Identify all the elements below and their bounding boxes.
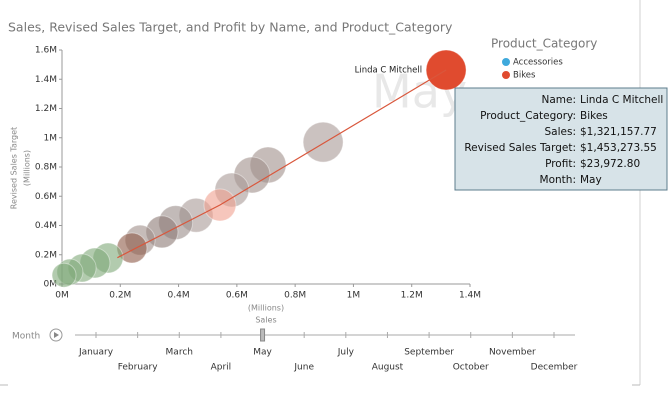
tooltip-label: Revised Sales Target: bbox=[464, 142, 576, 154]
y-axis-unit: (Millions) bbox=[23, 150, 32, 186]
y-tick-label: 1.4M bbox=[35, 75, 57, 85]
x-tick-label: 1.2M bbox=[401, 291, 423, 301]
play-axis: January February March April May June July Augu… bbox=[78, 328, 578, 373]
y-tick-label: 0M bbox=[44, 280, 58, 290]
x-tick-label: 0M bbox=[55, 291, 69, 301]
play-month-label: April bbox=[211, 363, 232, 373]
tooltip-value: $1,453,273.55 bbox=[580, 142, 657, 154]
trail-line bbox=[117, 69, 447, 259]
play-month-label: October bbox=[453, 363, 489, 373]
play-month-label: May bbox=[253, 348, 272, 358]
legend: Accessories Bikes bbox=[502, 58, 563, 81]
play-month-label: September bbox=[404, 348, 454, 358]
legend-title: Product_Category bbox=[491, 37, 597, 51]
tooltip-value: Bikes bbox=[580, 110, 608, 122]
bubble bbox=[302, 121, 344, 163]
point-label: Linda C Mitchell bbox=[355, 66, 422, 76]
tooltip-label: Name: bbox=[541, 94, 576, 106]
play-month-label: January bbox=[78, 348, 114, 358]
tooltip-value: May bbox=[580, 174, 602, 186]
tooltip-label: Month: bbox=[540, 174, 576, 186]
legend-swatch bbox=[502, 71, 510, 79]
legend-swatch bbox=[502, 58, 510, 66]
x-tick-label: 1M bbox=[347, 291, 361, 301]
play-month-label: June bbox=[293, 363, 314, 373]
play-month-label: March bbox=[166, 348, 193, 358]
x-tick-label: 0.8M bbox=[284, 291, 306, 301]
y-axis-title: Revised Sales Target bbox=[10, 127, 19, 209]
tooltip-box bbox=[454, 87, 668, 191]
x-axis-unit: (Millions) bbox=[248, 304, 284, 313]
tooltip-value: $23,972.80 bbox=[580, 158, 640, 170]
tooltip-label: Profit: bbox=[545, 158, 576, 170]
y-tick-label: 1M bbox=[44, 133, 58, 143]
x-tick-label: 0.4M bbox=[168, 291, 190, 301]
y-tick-label: 0.6M bbox=[35, 192, 57, 202]
tooltip-value: $1,321,157.77 bbox=[580, 126, 657, 138]
tooltip-label: Sales: bbox=[545, 126, 577, 138]
play-month-label: August bbox=[372, 363, 404, 373]
legend-label: Bikes bbox=[513, 71, 536, 81]
y-tick-label: 0.4M bbox=[35, 221, 57, 231]
play-month-label: December bbox=[531, 363, 578, 373]
tooltip-label: Product_Category: bbox=[480, 110, 576, 122]
plot-area: 0M 0.2M 0.4M 0.6M 0.8M 1M 1.2M 1.4M 0M 0.2M 0.4M 0.… bbox=[35, 46, 481, 301]
tooltip: Name: Linda C Mitchell Product_Category: Bi… bbox=[464, 94, 663, 186]
play-icon bbox=[54, 332, 59, 338]
tooltip-value: Linda C Mitchell bbox=[580, 94, 663, 106]
y-tick-label: 1.2M bbox=[35, 104, 57, 114]
bubble bbox=[51, 262, 77, 288]
chart-title: Sales, Revised Sales Target, and Profit … bbox=[8, 20, 453, 35]
play-thumb bbox=[260, 328, 266, 342]
x-tick-label: 0.2M bbox=[109, 291, 131, 301]
y-tick-label: 0.2M bbox=[35, 250, 57, 260]
play-month-label: February bbox=[118, 363, 159, 373]
x-tick-label: 1.4M bbox=[459, 291, 481, 301]
y-tick-label: 0.8M bbox=[35, 163, 57, 173]
play-month-label: November bbox=[489, 348, 536, 358]
play-month-label: July bbox=[337, 348, 355, 358]
y-tick-label: 1.6M bbox=[35, 46, 57, 56]
play-axis-label: Month bbox=[12, 332, 40, 342]
legend-label: Accessories bbox=[513, 58, 563, 68]
x-axis-title: Sales bbox=[255, 316, 276, 325]
x-tick-label: 0.6M bbox=[226, 291, 248, 301]
